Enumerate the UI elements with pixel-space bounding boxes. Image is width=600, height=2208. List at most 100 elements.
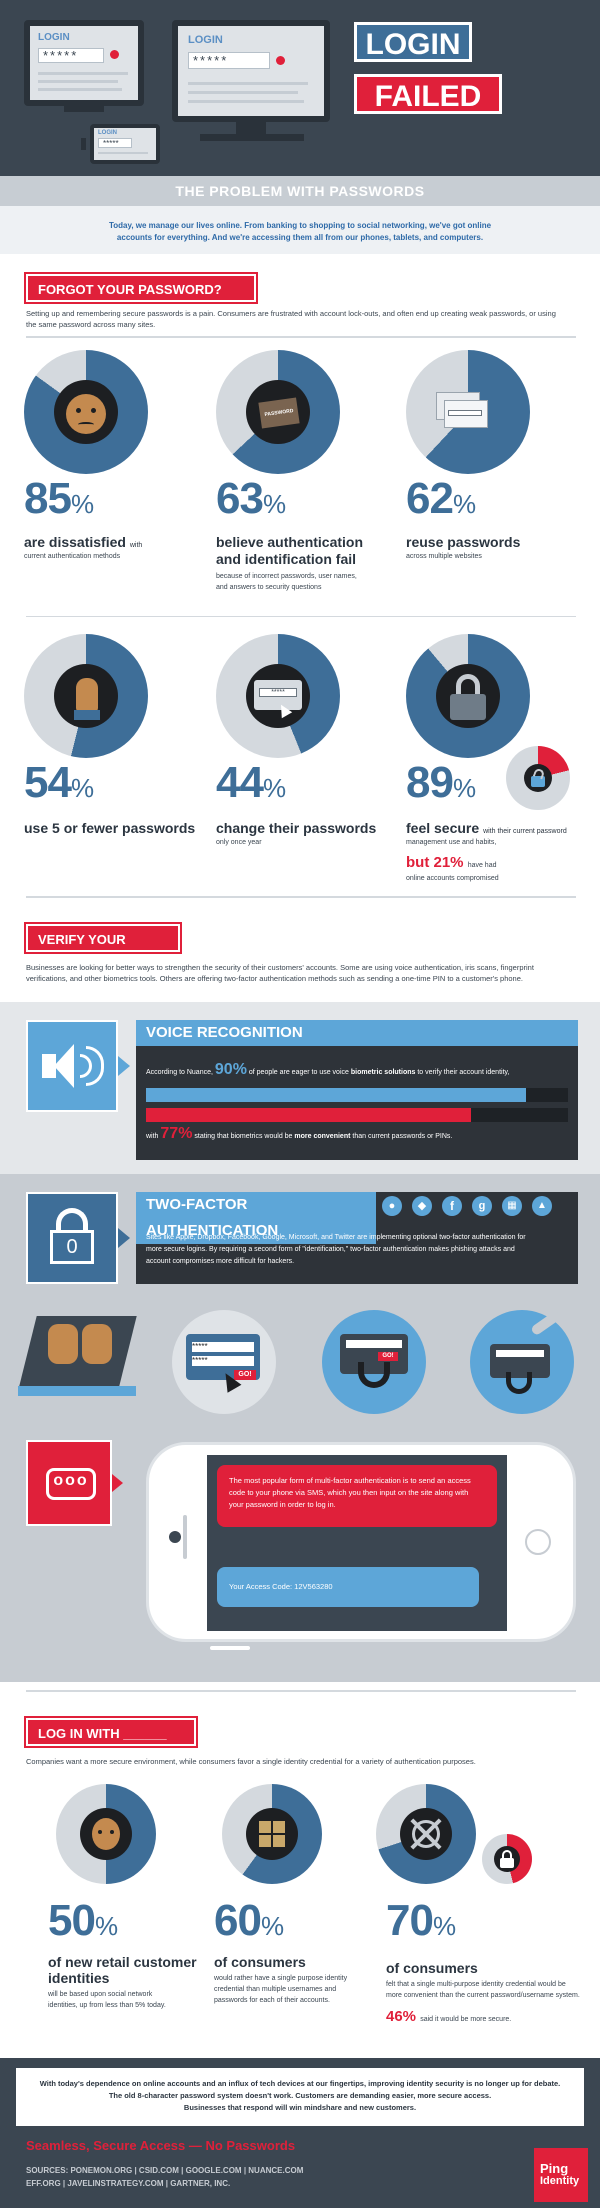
- secure-lock-icon: [494, 1846, 520, 1872]
- go-button: GO!: [378, 1352, 398, 1361]
- phone-screen: The most popular form of multi-factor au…: [207, 1455, 507, 1631]
- stat-value-63: 63%: [216, 474, 286, 523]
- stat-sub: current authentication methods: [24, 553, 121, 560]
- phone-login-label: LOGIN: [98, 130, 117, 136]
- sources-line: EFF.ORG | JAVELINSTRATEGY.COM | GARTNER,…: [26, 2179, 231, 2188]
- summary-line: Businesses that respond will win mindsha…: [183, 2103, 417, 2112]
- ping-identity-logo[interactable]: Ping Identity: [534, 2148, 588, 2202]
- stat-sub: would rather have a single purpose ident…: [214, 1975, 348, 1982]
- stat-title: change their passwords: [216, 820, 377, 836]
- lock-icon-tile: 0: [26, 1192, 118, 1284]
- voice-bar-track-90: [146, 1088, 568, 1102]
- footer-summary: With today's dependence on online accoun…: [16, 2068, 584, 2126]
- logo-word: Identity: [540, 2175, 580, 2187]
- screen-login-label: LOGIN: [188, 34, 223, 46]
- password-field: *****: [192, 1342, 254, 1352]
- two-factor-panel: TWO-FACTOR AUTHENTICATION ● ◆ f g ▦ ▲ Si…: [136, 1192, 578, 1284]
- padlock-icon: [436, 664, 500, 728]
- laptop-typing-icon: [18, 1310, 138, 1414]
- forgot-password-tag: FORGOT YOUR PASSWORD?: [24, 272, 258, 304]
- speaker-icon: [42, 1054, 56, 1078]
- access-code-bubble: Your Access Code: 12V563280: [217, 1567, 479, 1607]
- body-line: more secure logins. By requiring a secon…: [146, 1246, 515, 1253]
- broken-lock-icon: [524, 764, 552, 792]
- monitor-left: LOGIN *****: [24, 20, 144, 106]
- password-field: *****: [259, 688, 297, 697]
- body-line: Sites like Apple, Dropbox, Facebook, Goo…: [146, 1234, 526, 1241]
- locked-login-illustration: GO!: [322, 1310, 426, 1414]
- stat-value-62: 62%: [406, 474, 476, 523]
- stat-sub: management use and habits,: [406, 839, 497, 846]
- summary-line: With today's dependence on online accoun…: [39, 2079, 561, 2088]
- apple-icon: ●: [382, 1196, 402, 1216]
- go-button: GO!: [234, 1370, 256, 1380]
- stat-sub: across multiple websites: [406, 553, 482, 560]
- customer-face-icon: [80, 1808, 132, 1860]
- stat-title: of consumers: [214, 1954, 306, 1970]
- phone-device: LOGIN *****: [90, 124, 160, 164]
- password-grid-icon: [246, 1808, 298, 1860]
- twitter-icon: ▲: [532, 1196, 552, 1216]
- password-field: *****: [188, 52, 270, 69]
- password-entry-icon: *****: [246, 664, 310, 728]
- facebook-icon: f: [442, 1196, 462, 1216]
- chat-bubble-icon: ooo: [46, 1468, 96, 1500]
- login-banner: LOGIN: [354, 22, 472, 62]
- stat-title: identities: [48, 1970, 110, 1986]
- divider: [26, 896, 576, 898]
- stat-title: and identification fail: [216, 551, 357, 567]
- stat-title: of consumers: [386, 1960, 478, 1976]
- compromised-stat: but 21% have had: [406, 854, 497, 871]
- frustrated-face-icon: [54, 380, 118, 444]
- voice-stat-line2: with 77% stating that biometrics would b…: [146, 1125, 453, 1142]
- forgot-body: Setting up and remembering secure passwo…: [26, 308, 578, 330]
- cut-lock-illustration: [470, 1309, 574, 1414]
- body-line: account compromises more difficult for h…: [146, 1258, 295, 1265]
- login-with-tag: LOG IN WITH ______: [24, 1716, 198, 1748]
- intro-line: accounts for everything. And we're acces…: [116, 233, 484, 242]
- password-field: *****: [192, 1356, 254, 1366]
- divider: [26, 1690, 576, 1692]
- stat-title: reuse passwords: [406, 534, 521, 550]
- password-field: *****: [98, 138, 132, 148]
- verify-account-tag: VERIFY YOUR ACCOUNT: [24, 922, 182, 975]
- sms-line: your password in order to log in.: [229, 1500, 336, 1509]
- stat-sub: credential than multiple usernames and: [214, 1986, 337, 1993]
- problem-heading: THE PROBLEM WITH PASSWORDS: [0, 176, 600, 206]
- password-cards-icon: [436, 392, 494, 432]
- footer-slogan: Seamless, Secure Access — No Passwords: [26, 2138, 296, 2153]
- voice-bar-77: [146, 1108, 471, 1122]
- voice-panel: VOICE RECOGNITION According to Nuance, 9…: [136, 1020, 578, 1160]
- stat-sub: online accounts compromised: [406, 875, 499, 882]
- sms-line: The most popular form of multi-factor au…: [229, 1476, 471, 1485]
- phone-side-button: [81, 138, 86, 150]
- hero-banner: LOGIN ***** LOGIN ***** LOGIN ***** LOGI…: [0, 0, 600, 176]
- phone-stand: [210, 1646, 250, 1650]
- home-button-icon: [525, 1529, 551, 1555]
- sources-line: SOURCES: PONEMON.ORG | CSID.COM | GOOGLE…: [26, 2166, 304, 2175]
- stat-sub: only once year: [216, 839, 262, 846]
- sources: SOURCES: PONEMON.ORG | CSID.COM | GOOGLE…: [26, 2164, 303, 2190]
- verify-body: Businesses are looking for better ways t…: [26, 962, 578, 984]
- login-stat-value-60: 60%: [214, 1896, 284, 1945]
- two-factor-body: Sites like Apple, Dropbox, Facebook, Goo…: [146, 1232, 566, 1268]
- stat-sub: will be based upon social network: [48, 1991, 153, 1998]
- more-secure-stat: 46% said it would be more secure.: [386, 2008, 512, 2025]
- voice-bar-track-77: [146, 1108, 568, 1122]
- body-line: Businesses are looking for better ways t…: [26, 963, 534, 972]
- network-icon: [400, 1808, 452, 1860]
- lock-digit: 0: [50, 1230, 94, 1264]
- lock-icon: [56, 1208, 88, 1232]
- sms-message-bubble: The most popular form of multi-factor au…: [217, 1465, 497, 1527]
- phone-speaker-icon: [183, 1515, 187, 1559]
- login-stat-value-70: 70%: [386, 1896, 456, 1945]
- dropbox-icon: ◆: [412, 1196, 432, 1216]
- sms-line: code to your phone via SMS, which you th…: [229, 1488, 469, 1497]
- stat-sub: because of incorrect passwords, user nam…: [216, 573, 357, 580]
- password-note-icon: PASSWORD: [246, 380, 310, 444]
- stat-title: use 5 or fewer passwords: [24, 820, 196, 836]
- divider: [26, 336, 576, 338]
- stat-value-85: 85%: [24, 474, 94, 523]
- monitor-center: LOGIN *****: [172, 20, 330, 122]
- stat-title: believe authentication: [216, 534, 364, 550]
